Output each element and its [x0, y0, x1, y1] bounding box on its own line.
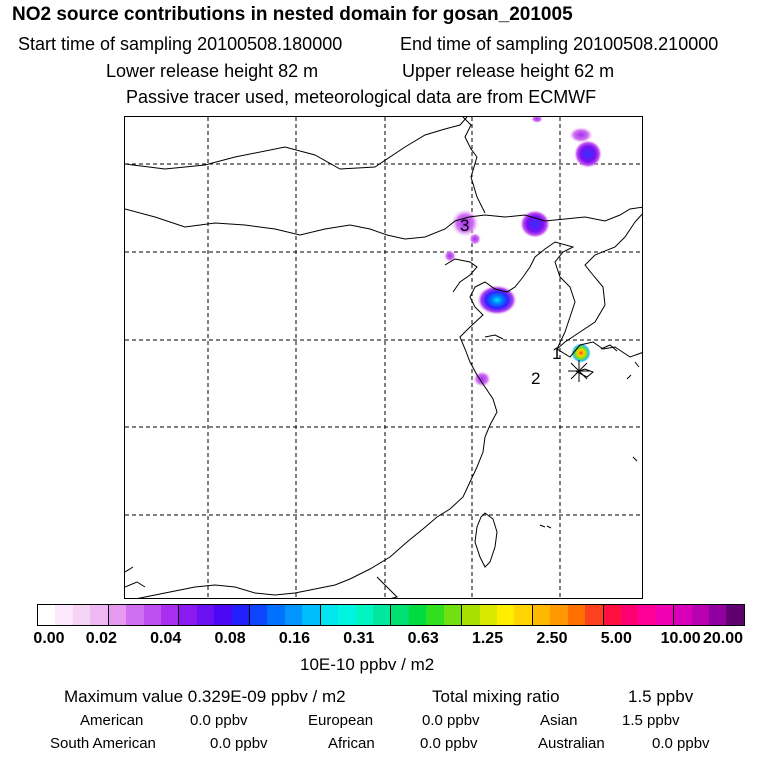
colorbar-swatch	[179, 605, 197, 625]
colorbar-tick-label: 5.00	[600, 630, 632, 647]
colorbar-swatch	[391, 605, 409, 625]
colorbar-swatch	[550, 605, 568, 625]
region-south-american-name: South American	[50, 735, 156, 752]
colorbar-swatch	[462, 605, 480, 625]
total-mixing-label: Total mixing ratio	[432, 687, 560, 706]
colorbar-swatch	[160, 605, 180, 625]
colorbar-tick-label: 0.00	[33, 630, 65, 647]
colorbar-swatch	[479, 605, 497, 625]
colorbar-tick-label: 0.02	[85, 630, 117, 647]
map-panel: 1 2 3	[124, 116, 643, 599]
maximum-value: Maximum value 0.329E-09 ppbv / m2	[64, 687, 346, 706]
region-american-value: 0.0 ppbv	[190, 712, 248, 729]
plumes	[444, 117, 602, 387]
colorbar-swatch	[267, 605, 285, 625]
marker-3: 3	[460, 216, 470, 235]
upper-release-height: Upper release height 62 m	[402, 61, 615, 81]
colorbar-swatch	[638, 605, 656, 625]
colorbar-swatch	[674, 605, 692, 625]
colorbar-swatch	[72, 605, 91, 625]
colorbar-swatch	[355, 605, 374, 625]
start-time: Start time of sampling 20100508.180000	[18, 34, 343, 54]
region-asian-name: Asian	[540, 712, 578, 729]
colorbar-swatch	[126, 605, 144, 625]
colorbar-swatch	[585, 605, 604, 625]
colorbar-tick-label: 0.31	[343, 630, 375, 647]
lower-release-height: Lower release height 82 m	[106, 61, 319, 81]
colorbar-swatch	[108, 605, 127, 625]
colorbar-swatch	[55, 605, 73, 625]
colorbar-swatch	[603, 605, 621, 625]
colorbar-swatch	[408, 605, 427, 625]
colorbar-swatch	[532, 605, 551, 625]
colorbar-swatch	[90, 605, 109, 625]
colorbar-tick-label: 20.00	[702, 630, 744, 647]
receptor-star	[568, 360, 590, 382]
colorbar-swatch	[196, 605, 215, 625]
colorbar-swatch	[143, 605, 161, 625]
colorbar-swatch	[496, 605, 515, 625]
region-european-name: European	[308, 712, 374, 729]
colorbar-swatch	[320, 605, 339, 625]
region-asian-value: 1.5 ppbv	[622, 712, 680, 729]
region-european-value: 0.0 ppbv	[422, 712, 480, 729]
colorbar-swatch	[38, 605, 56, 625]
colorbar-tick-label: 0.16	[278, 630, 311, 647]
colorbar-swatch	[514, 605, 533, 625]
colorbar-swatch	[691, 605, 710, 625]
colorbar-swatch	[250, 605, 268, 625]
graticule	[125, 117, 642, 598]
colorbar-tick-label: 0.63	[407, 630, 439, 647]
plot-title: NO2 source contributions in nested domai…	[12, 4, 573, 25]
colorbar-tick-label: 1.25	[471, 630, 504, 647]
colorbar-swatch	[443, 605, 463, 625]
subtitle: Passive tracer used, meteorological data…	[126, 87, 597, 107]
colorbar-swatch	[284, 605, 303, 625]
total-mixing-value: 1.5 ppbv	[628, 687, 694, 706]
region-south-american-value: 0.0 ppbv	[210, 735, 268, 752]
coastlines	[125, 117, 642, 598]
region-american-name: American	[80, 712, 144, 729]
region-african-name: African	[328, 735, 375, 752]
colorbar-swatch	[726, 605, 744, 625]
colorbar-swatch	[338, 605, 356, 625]
colorbar-swatch	[231, 605, 251, 625]
colorbar	[37, 604, 745, 626]
colorbar-swatch	[655, 605, 675, 625]
colorbar-swatch	[567, 605, 586, 625]
colorbar-units: 10E-10 ppbv / m2	[300, 655, 435, 674]
colorbar-tick-label: 0.04	[150, 630, 182, 647]
colorbar-swatch	[302, 605, 321, 625]
region-african-value: 0.0 ppbv	[420, 735, 478, 752]
colorbar-swatch	[426, 605, 444, 625]
colorbar-tick-label: 2.50	[536, 630, 568, 647]
region-australian-name: Australian	[538, 735, 605, 752]
colorbar-swatch	[214, 605, 232, 625]
end-time: End time of sampling 20100508.210000	[400, 34, 719, 54]
colorbar-swatch	[620, 605, 639, 625]
colorbar-tick-label: 0.08	[214, 630, 246, 647]
colorbar-swatch	[373, 605, 392, 625]
map-drawing	[125, 117, 642, 598]
marker-1: 1	[552, 344, 562, 363]
colorbar-swatch	[709, 605, 727, 625]
region-australian-value: 0.0 ppbv	[652, 735, 710, 752]
colorbar-tick-label: 10.00	[660, 630, 701, 647]
marker-2: 2	[531, 369, 541, 388]
